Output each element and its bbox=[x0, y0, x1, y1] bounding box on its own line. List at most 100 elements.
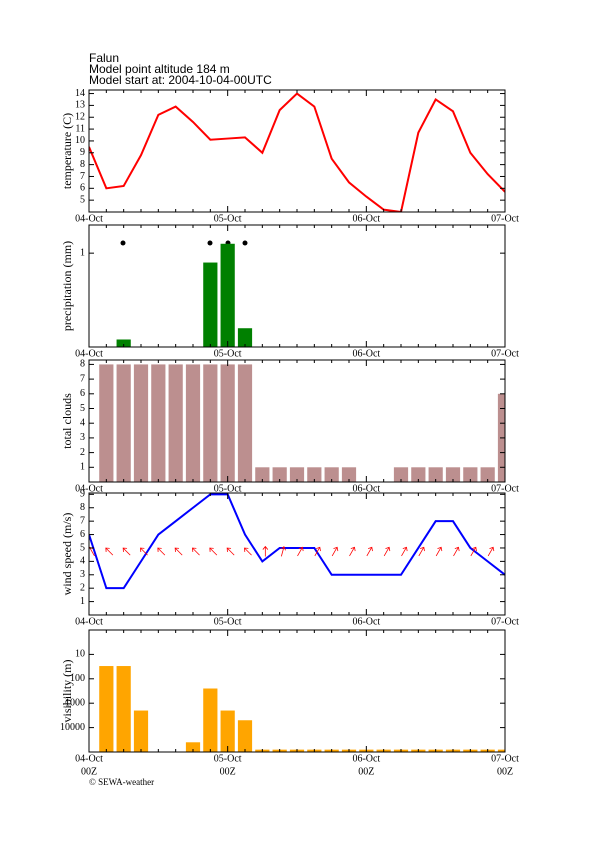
bar bbox=[237, 720, 253, 752]
bar bbox=[203, 262, 218, 347]
bar bbox=[133, 364, 149, 482]
y-tick-label: 8 bbox=[80, 159, 85, 170]
arrow-shape bbox=[314, 546, 321, 557]
wind-arrow bbox=[297, 546, 304, 557]
bar bbox=[237, 328, 253, 347]
bar bbox=[324, 467, 339, 482]
wind-arrow bbox=[244, 547, 252, 556]
arrow-shape bbox=[435, 546, 443, 557]
y-tick-label: 8 bbox=[80, 359, 85, 370]
arrow-shape bbox=[262, 545, 269, 557]
wind-arrow bbox=[174, 547, 183, 556]
wind-arrow bbox=[226, 547, 235, 556]
y-tick-label: 1 bbox=[80, 596, 85, 607]
y-axis-title: wind speed (m/s) bbox=[60, 513, 74, 596]
bar bbox=[237, 364, 253, 482]
wind-arrow bbox=[470, 546, 477, 557]
y-tick-label: 10000 bbox=[60, 722, 85, 733]
y-tick-label: 8 bbox=[80, 502, 85, 513]
bar bbox=[220, 710, 235, 752]
x-tick-label: 06-Oct bbox=[352, 753, 380, 764]
wind-arrow bbox=[280, 546, 286, 557]
bar bbox=[393, 467, 409, 482]
y-tick-label: 4 bbox=[80, 418, 85, 429]
y-tick-label: 1000 bbox=[65, 697, 85, 708]
x-tick-label: 06-Oct bbox=[352, 348, 380, 359]
frame bbox=[88, 224, 506, 348]
x-tick-label: 07-Oct bbox=[491, 483, 519, 494]
bar bbox=[411, 467, 426, 482]
panel: total clouds 1 2 3 4 5 6 7 8 04-Oct 05-Oct 06-Oct 07… bbox=[60, 359, 519, 495]
wind-arrow bbox=[314, 546, 321, 557]
y-axis-title: visibility (m) bbox=[60, 659, 74, 722]
wind-arrow bbox=[331, 546, 339, 557]
arrow-shape bbox=[418, 546, 425, 557]
x-tick-label: 05-Oct bbox=[214, 753, 242, 764]
y-tick-label: 3 bbox=[80, 569, 85, 580]
bar bbox=[168, 364, 183, 482]
arrow-shape bbox=[401, 546, 408, 557]
wind-arrow bbox=[435, 546, 443, 557]
wind-arrow bbox=[487, 546, 495, 557]
arrow-shape bbox=[122, 547, 131, 556]
y-tick-label: 6 bbox=[80, 388, 85, 399]
wind-arrow bbox=[262, 545, 269, 557]
bar bbox=[428, 467, 443, 482]
x-tick-label: 07-Oct bbox=[491, 753, 519, 764]
arrow-shape bbox=[280, 546, 286, 557]
bar bbox=[272, 467, 287, 482]
line bbox=[89, 92, 505, 212]
y-tick-label: 9 bbox=[80, 489, 85, 500]
y-tick-label: 5 bbox=[80, 403, 85, 414]
wind-arrow bbox=[122, 547, 131, 556]
bar bbox=[220, 364, 235, 482]
arrow-shape bbox=[192, 547, 200, 556]
wind-arrow bbox=[209, 547, 218, 556]
y-tick-label: 5 bbox=[80, 542, 85, 553]
arrow-shape bbox=[383, 546, 391, 557]
arrow-shape bbox=[209, 547, 218, 556]
wind-arrow bbox=[105, 547, 114, 556]
x-tick-label: 05-Oct bbox=[214, 348, 242, 359]
plot-area bbox=[99, 364, 505, 482]
symbol bbox=[207, 240, 213, 246]
x-tick-label: 05-Oct bbox=[214, 483, 242, 494]
altitude: Model point altitude 184 m bbox=[89, 62, 230, 76]
arrow-shape bbox=[105, 547, 114, 556]
arrow-shape bbox=[487, 546, 495, 557]
x-tick-label: 05-Oct bbox=[214, 616, 242, 627]
bar bbox=[220, 243, 235, 347]
wind-arrow bbox=[453, 546, 460, 557]
y-tick-label: 5 bbox=[80, 194, 85, 205]
wind-arrow bbox=[192, 547, 200, 556]
wind-arrow bbox=[157, 547, 166, 556]
symbol bbox=[120, 240, 126, 246]
wind-arrow bbox=[366, 546, 373, 557]
bar bbox=[289, 467, 305, 482]
y-tick-label: 6 bbox=[80, 183, 85, 194]
y-axis-title: temperature (C) bbox=[60, 113, 74, 189]
x-tick-label: 06-Oct bbox=[352, 483, 380, 494]
x-tick-label: 04-Oct bbox=[75, 483, 103, 494]
bar bbox=[99, 666, 114, 752]
bar bbox=[116, 339, 131, 347]
bar bbox=[133, 710, 149, 752]
bar bbox=[445, 467, 461, 482]
symbol bbox=[242, 240, 248, 246]
y-tick-label: 3 bbox=[80, 432, 85, 443]
arrow-shape bbox=[140, 547, 148, 556]
arrow-shape bbox=[349, 546, 356, 557]
y-tick-label: 1 bbox=[80, 462, 85, 473]
wind-arrow bbox=[383, 546, 391, 557]
y-tick-label: 12 bbox=[75, 112, 85, 123]
arrow-shape bbox=[244, 547, 252, 556]
frame bbox=[88, 492, 506, 616]
arrow-shape bbox=[331, 546, 339, 557]
bar bbox=[463, 467, 478, 482]
x-tick-label: 04-Oct bbox=[75, 213, 103, 224]
y-tick-label: 14 bbox=[75, 88, 85, 99]
bar bbox=[185, 364, 201, 482]
plot-area bbox=[89, 92, 505, 212]
y-tick-label: 9 bbox=[80, 147, 85, 158]
